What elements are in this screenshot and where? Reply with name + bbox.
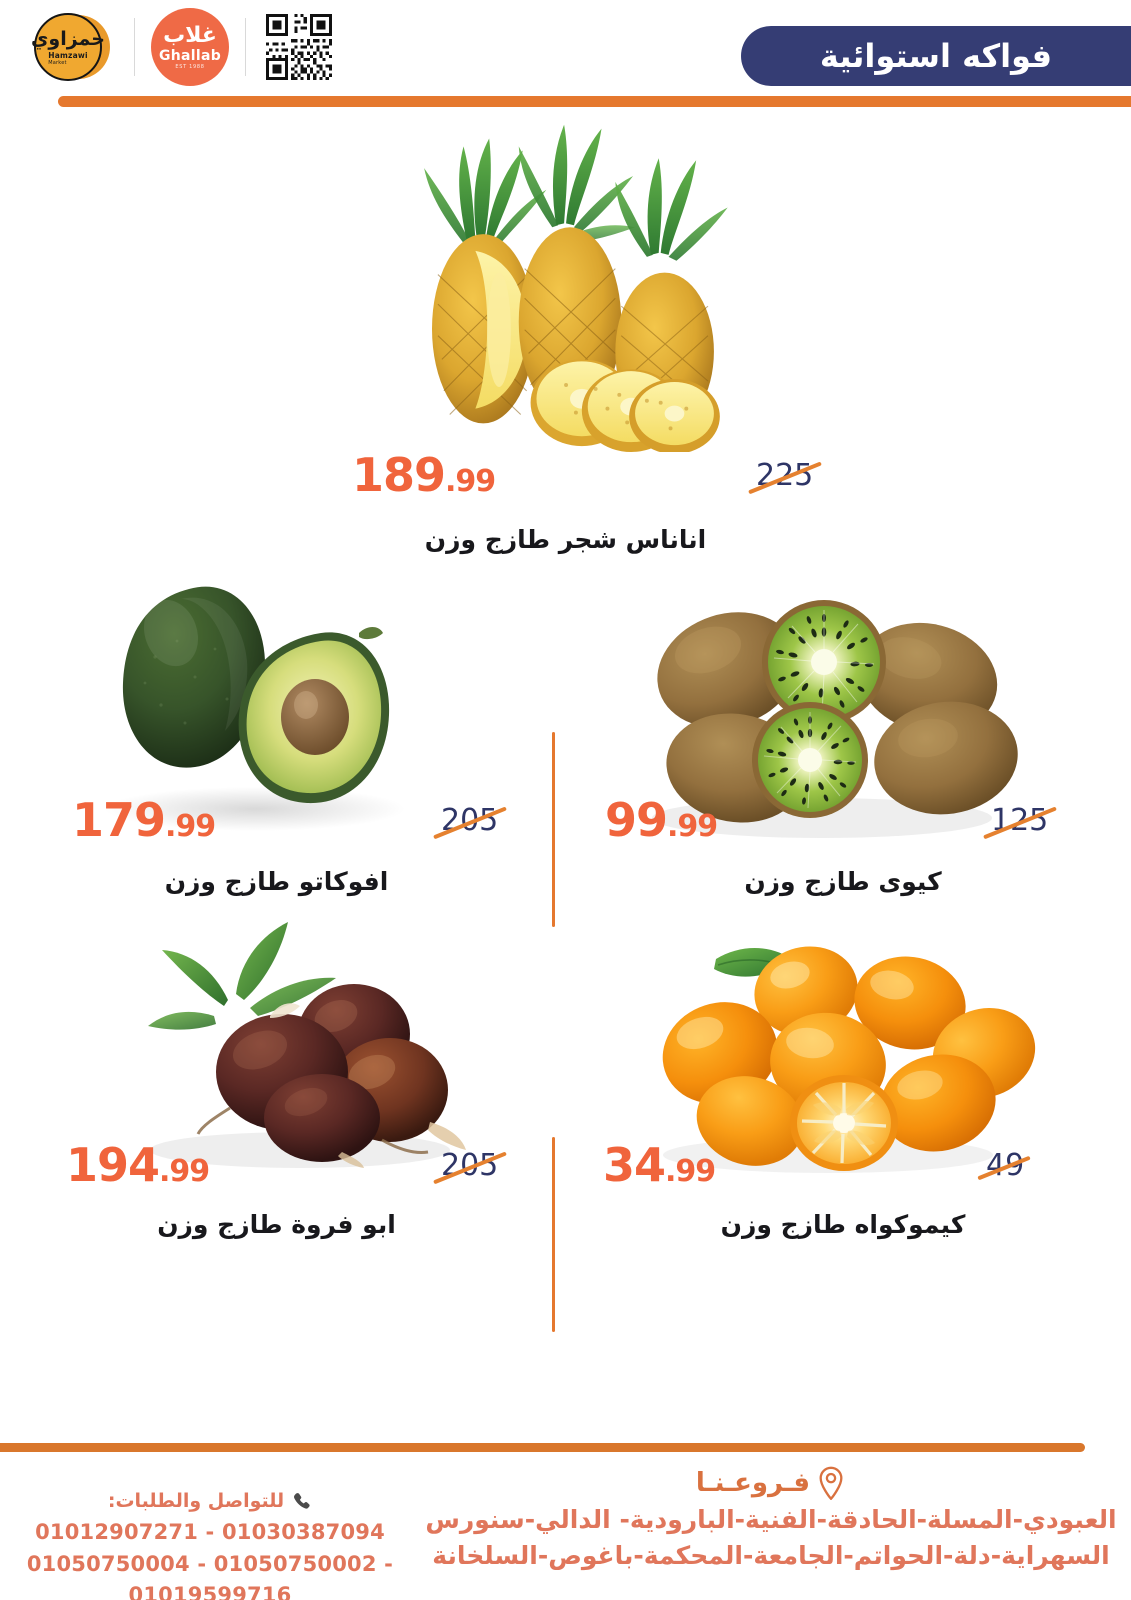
hamzawi-arabic-label: حمزاوي [31, 28, 105, 51]
kiwi-price-dec: .99 [667, 809, 718, 844]
product-card-kumquat[interactable]: 34.99 49 كيموكواه طازج وزن [555, 797, 1131, 1239]
branches-label: فـروعـنـا [695, 1468, 811, 1498]
ghallab-logo[interactable]: غلاب Ghallab EST 1988 [151, 8, 229, 86]
column-divider-row2 [552, 732, 555, 927]
kumquat-name: كيموكواه طازج وزن [720, 1210, 966, 1239]
pineapple-old-price-row: 225 [748, 459, 822, 495]
phone-line-2[interactable]: 01050750004 - 01050750002 - 01019599716 [26, 1551, 394, 1600]
contact-heading: للتواصل والطلبات: [0, 1490, 420, 1512]
product-card-chestnut[interactable]: 194.99 205 ابو فروة طازج وزن [0, 797, 553, 1239]
avocado-old-price-row: 205 [433, 804, 507, 840]
page-footer: للتواصل والطلبات: 01012907271 - 01030387… [0, 1452, 1131, 1600]
avocado-price: 179.99 [72, 797, 216, 844]
header-accent-bar [58, 96, 1131, 107]
ghallab-arabic-label: غلاب [163, 22, 217, 48]
chestnut-price-int: 194 [66, 1138, 160, 1192]
qr-code-icon[interactable] [266, 14, 332, 80]
chestnut-name: ابو فروة طازج وزن [157, 1210, 396, 1239]
branches-line-1: العبودي-المسلة-الحادقة-الفنية-البارودية-… [425, 1505, 1117, 1534]
avocado-name: افوكاتو طازج وزن [164, 867, 389, 896]
kumquat-price: 34.99 [603, 1142, 716, 1189]
page-title: فواكه استوائية [741, 26, 1131, 86]
kumquat-image [610, 907, 1040, 1177]
pineapple-price-row: 189.99 [352, 452, 496, 499]
kumquat-price-int: 34 [603, 1138, 666, 1192]
pineapple-price-int: 189 [352, 448, 446, 502]
contact-block: للتواصل والطلبات: 01012907271 - 01030387… [0, 1490, 420, 1600]
kiwi-old-price: 125 [983, 804, 1057, 840]
kumquat-price-dec: .99 [665, 1154, 716, 1189]
logo-coin-front: حمزاوي Hamzawi Market [31, 13, 105, 81]
avocado-image [85, 537, 445, 837]
chestnut-price-dec: .99 [159, 1154, 210, 1189]
hamzawi-logo[interactable]: حمزاوي Hamzawi Market [26, 8, 118, 86]
kiwi-price-int: 99 [605, 793, 668, 847]
kumquat-old-price: 49 [977, 1149, 1031, 1183]
page-title-text: فواكه استوائية [819, 37, 1053, 75]
hamzawi-latin-label: Hamzawi Market [48, 51, 88, 66]
branches-block: فـروعـنـا العبودي-المسلة-الحادقة-الفنية-… [421, 1466, 1121, 1575]
kiwi-price-row: 99.99 [605, 797, 718, 844]
ghallab-latin-label: Ghallab [158, 47, 222, 64]
kumquat-old-price-row: 49 [977, 1149, 1031, 1183]
ghallab-est-label: EST 1988 [175, 63, 205, 70]
product-card-pineapple[interactable]: 189.99 225 اناناس شجر طازج وزن [0, 107, 1131, 554]
pineapple-image [370, 107, 770, 452]
kiwi-image [610, 562, 1030, 842]
chestnut-old-price-row: 205 [433, 1149, 507, 1185]
avocado-old-price: 205 [433, 804, 507, 840]
column-divider-row3 [552, 1137, 555, 1332]
footer-accent-bar [0, 1443, 1085, 1452]
location-pin-icon [819, 1466, 843, 1500]
phone-line-1[interactable]: 01012907271 - 01030387094 [35, 1520, 385, 1544]
chestnut-old-price: 205 [433, 1149, 507, 1185]
product-card-avocado[interactable]: 179.99 205 افوكاتو طازج وزن [0, 452, 553, 896]
products-grid: 189.99 225 اناناس شجر طازج وزن [0, 107, 1131, 1440]
pineapple-price-dec: .99 [445, 464, 496, 499]
kiwi-name: كيوى طازج وزن [744, 867, 942, 896]
logo-divider-2 [245, 18, 246, 76]
branches-line-2: السهراية-دلة-الحواتم-الجامعة-المحكمة-باغ… [432, 1541, 1110, 1571]
branches-heading: فـروعـنـا [421, 1466, 1121, 1500]
contact-label: للتواصل والطلبات: [107, 1490, 285, 1512]
product-card-kiwi[interactable]: 99.99 125 كيوى طازج وزن [555, 452, 1131, 896]
kiwi-price: 99.99 [605, 797, 718, 844]
chestnut-image [110, 912, 490, 1172]
avocado-price-row: 179.99 [72, 797, 216, 844]
page-header: حمزاوي Hamzawi Market غلاب Ghallab EST 1… [0, 0, 1131, 96]
brand-logo-row: حمزاوي Hamzawi Market غلاب Ghallab EST 1… [26, 8, 332, 86]
avocado-price-int: 179 [72, 793, 166, 847]
kumquat-price-row: 34.99 [603, 1142, 716, 1189]
phone-icon [294, 1493, 310, 1509]
kiwi-old-price-row: 125 [983, 804, 1057, 840]
pineapple-price: 189.99 [352, 452, 496, 499]
avocado-price-dec: .99 [165, 809, 216, 844]
pineapple-name: اناناس شجر طازج وزن [424, 525, 707, 554]
chestnut-price: 194.99 [66, 1142, 210, 1189]
pineapple-old-price: 225 [748, 459, 822, 495]
chestnut-price-row: 194.99 [66, 1142, 210, 1189]
logo-divider-1 [134, 18, 135, 76]
